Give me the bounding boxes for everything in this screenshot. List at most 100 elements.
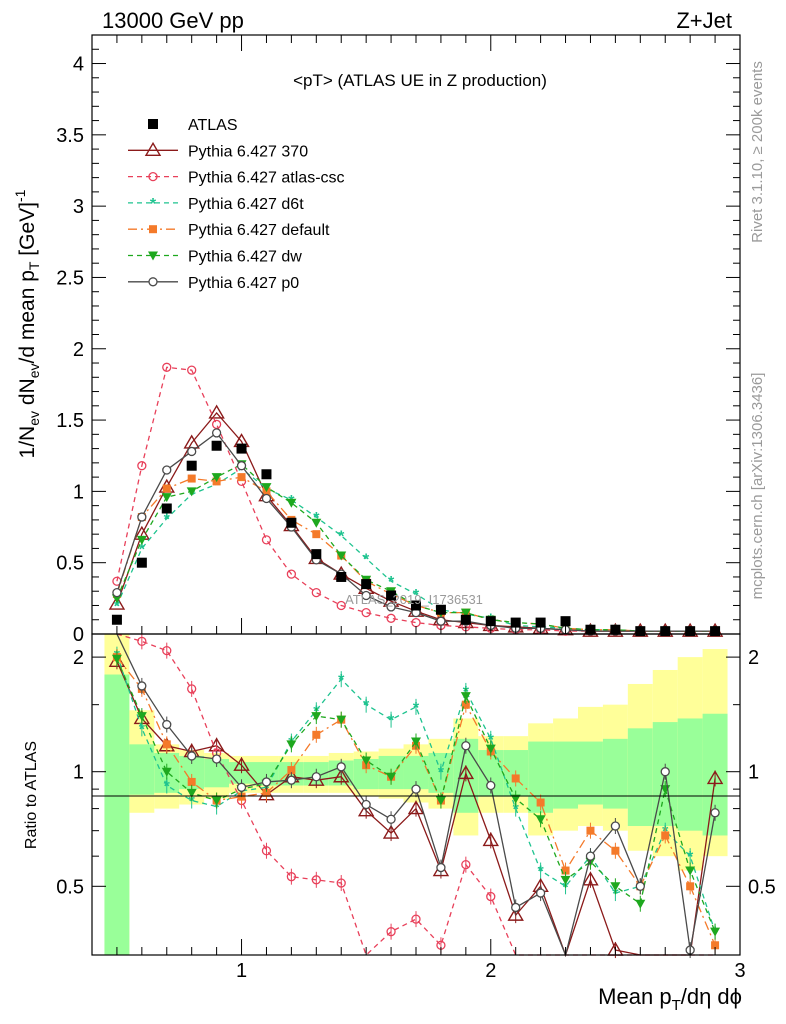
point-p0 — [261, 493, 272, 504]
ratio-band-green — [677, 718, 703, 831]
y-tick-label: 3 — [73, 196, 84, 218]
point-ATLAS — [186, 460, 197, 471]
ratio-point-p0 — [635, 881, 645, 891]
y-tick-label: 2 — [73, 339, 84, 361]
point-dw — [211, 473, 222, 483]
ratio-point-p0 — [511, 902, 521, 913]
point-atlas-csc — [361, 607, 371, 618]
ratio-point-d6t: * — [363, 698, 370, 715]
legend-label-atlas-csc: Pythia 6.427 atlas-csc — [188, 170, 345, 187]
ratio-point-default — [536, 798, 545, 807]
ratio-point-dw — [510, 794, 521, 804]
ratio-point-p0 — [436, 862, 446, 873]
ratio-point-370 — [233, 756, 250, 771]
point-dw — [336, 551, 347, 561]
ratio-point-atlas-csc — [187, 684, 197, 694]
point-default — [312, 530, 321, 539]
ratio-point-default — [312, 730, 321, 739]
ratio-point-dw — [111, 654, 122, 664]
point-ATLAS — [211, 440, 222, 451]
ratio-band-green — [627, 728, 653, 827]
point-ATLAS — [161, 503, 172, 514]
ratio-y-tick-label-right: 0.5 — [748, 876, 776, 898]
point-atlas-csc — [311, 587, 321, 598]
ratio-point-dw — [161, 767, 172, 777]
ratio-point-default — [262, 788, 271, 797]
ratio-point-p0 — [361, 799, 371, 810]
ratio-series-p0 — [116, 633, 720, 959]
axes-ticks: 0 0.5 1 1.5 2 2.5 3 3.5 4 0.5 0.5 1 1 2 2 1 2 3 — [56, 35, 776, 982]
legend-label-ATLAS: ATLAS — [188, 117, 238, 134]
ratio-point-p0 — [411, 784, 421, 794]
ratio-point-default — [661, 831, 670, 840]
point-dw — [161, 493, 172, 503]
point-d6t: * — [114, 598, 121, 615]
ratio-point-p0 — [286, 775, 297, 785]
point-d6t: * — [388, 574, 395, 591]
point-p0 — [211, 428, 222, 438]
ratio-point-p0 — [660, 767, 670, 777]
point-p0 — [436, 616, 446, 626]
legend-label-d6t: Pythia 6.427 d6t — [188, 196, 304, 213]
ratio-point-p0 — [311, 772, 321, 782]
legend-label-default: Pythia 6.427 default — [188, 222, 330, 239]
ratio-point-d6t: * — [438, 765, 445, 782]
y-tick-label: 2.5 — [56, 267, 84, 289]
plot-title: <pT> (ATLAS UE in Z production) — [293, 71, 547, 90]
point-ATLAS — [386, 590, 397, 601]
ratio-point-d6t: * — [488, 732, 495, 749]
point-p0 — [137, 512, 147, 522]
ratio-point-370 — [457, 764, 475, 780]
legend: ATLAS Pythia 6.427 370 Pythia 6.427 atlas-… — [128, 117, 345, 292]
ratio-y-tick-label: 0.5 — [56, 876, 84, 898]
ratio-point-370 — [382, 824, 400, 839]
ratio-point-d6t: * — [413, 700, 420, 717]
point-d6t: * — [363, 551, 370, 568]
y-tick-label: 0.5 — [56, 553, 84, 575]
ratio-y-tick-label-right: 1 — [748, 762, 759, 784]
ratio-point-default — [511, 774, 520, 783]
point-p0 — [361, 590, 371, 601]
ratio-plot-series: ************************* — [108, 633, 724, 959]
ratio-band-green — [602, 738, 628, 809]
ratio-point-d6t: * — [338, 672, 345, 689]
legend-label-dw: Pythia 6.427 dw — [188, 249, 302, 266]
ratio-point-default — [461, 700, 470, 709]
ratio-point-dw — [136, 712, 147, 722]
legend-label-370: Pythia 6.427 370 — [188, 143, 308, 160]
ratio-y-axis-label: Ratio to ATLAS — [23, 741, 40, 849]
legend-marker-ATLAS — [148, 119, 158, 129]
x-tick-label: 1 — [236, 960, 247, 982]
ratio-point-dw — [710, 927, 721, 937]
ratio-point-370 — [407, 800, 425, 815]
ratio-point-dw — [411, 737, 421, 747]
ratio-point-dw — [361, 756, 372, 766]
point-d6t: * — [164, 511, 171, 528]
ratio-point-atlas-csc — [162, 645, 172, 656]
ratio-point-dw — [311, 712, 322, 722]
ratio-point-dw — [610, 882, 621, 892]
legend-marker-p0 — [148, 277, 158, 287]
header-left: 13000 GeV pp — [102, 8, 244, 33]
point-ATLAS — [261, 469, 272, 480]
ratio-point-dw — [485, 744, 496, 754]
ratio-point-atlas-csc — [336, 878, 346, 888]
y-tick-label: 1 — [73, 481, 84, 503]
point-d6t: * — [139, 541, 146, 558]
ratio-point-d6t: * — [612, 886, 619, 903]
ratio-point-dw — [186, 788, 197, 798]
point-ATLAS — [535, 617, 546, 628]
ratio-point-p0 — [461, 741, 471, 751]
point-d6t: * — [413, 587, 420, 604]
ratio-point-p0 — [610, 821, 621, 831]
ratio-y-tick-label: 2 — [73, 647, 84, 669]
point-ATLAS — [136, 557, 147, 568]
ratio-point-370 — [507, 906, 524, 921]
point-default — [187, 474, 196, 483]
point-d6t: * — [189, 487, 196, 504]
rivet-version-label: Rivet 3.1.10, ≥ 200k events — [749, 61, 766, 243]
point-default — [237, 473, 246, 482]
ratio-point-dw — [286, 740, 297, 750]
ratio-point-p0 — [336, 762, 346, 772]
header-right: Z+Jet — [676, 8, 732, 33]
